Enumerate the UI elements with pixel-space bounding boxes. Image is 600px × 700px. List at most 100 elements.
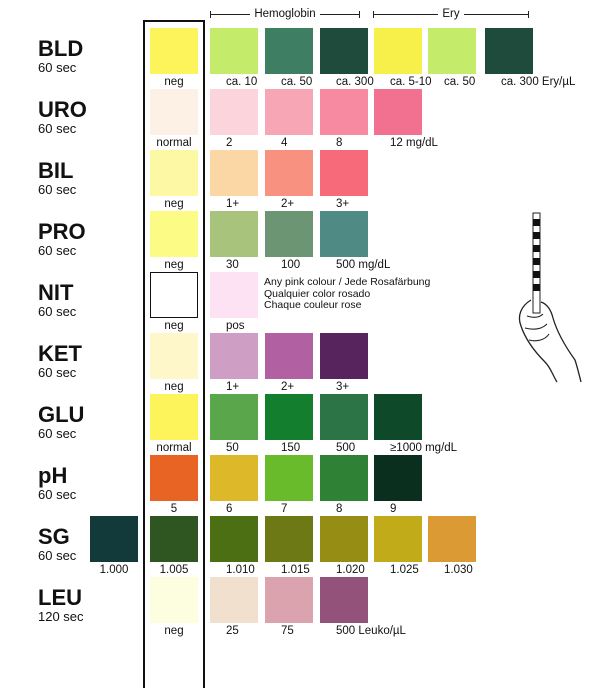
swatch-label: 1.025: [390, 564, 419, 576]
color-swatch: [374, 394, 422, 440]
color-swatch: [265, 333, 313, 379]
test-name: BIL: [38, 158, 74, 183]
swatch-label: normal: [156, 137, 192, 149]
test-time: 60 sec: [38, 426, 77, 441]
color-swatch: [210, 89, 258, 135]
swatch-label: 1.010: [226, 564, 255, 576]
color-swatch: [265, 577, 313, 623]
swatch-label: neg: [164, 259, 184, 271]
test-name: LEU: [38, 585, 82, 610]
test-name: SG: [38, 524, 70, 549]
test-time: 60 sec: [38, 243, 77, 258]
color-swatch: [374, 89, 422, 135]
swatch-label: neg: [164, 320, 184, 332]
swatch-label: ca. 5-10: [390, 76, 432, 88]
test-time: 60 sec: [38, 548, 77, 563]
ery-header: Ery: [373, 8, 529, 20]
color-swatch: [150, 516, 198, 562]
color-swatch: [265, 455, 313, 501]
swatch-label: 1.030: [444, 564, 473, 576]
swatch-label: ca. 50: [444, 76, 476, 88]
swatch-label: neg: [164, 198, 184, 210]
swatch-label: neg: [164, 381, 184, 393]
color-swatch: [210, 272, 258, 318]
color-swatch: [210, 333, 258, 379]
swatch-label: neg: [164, 76, 184, 88]
color-swatch: [320, 28, 368, 74]
swatch-label: 500 mg/dL: [336, 259, 391, 271]
swatch-label: 6: [226, 503, 233, 515]
swatch-label: 2: [226, 137, 233, 149]
color-swatch: [265, 150, 313, 196]
color-swatch: [210, 150, 258, 196]
swatch-label: 4: [281, 137, 288, 149]
color-swatch: [150, 28, 198, 74]
swatch-label: 1.005: [159, 564, 189, 576]
color-swatch: [150, 89, 198, 135]
swatch-label: 5: [170, 503, 178, 515]
swatch-label: 500: [336, 442, 356, 454]
swatch-label: 3+: [336, 381, 350, 393]
test-name: NIT: [38, 280, 74, 305]
swatch-label: 2+: [281, 198, 295, 210]
color-swatch: [265, 516, 313, 562]
test-name: BLD: [38, 36, 84, 61]
color-swatch: [374, 455, 422, 501]
swatch-label: 12 mg/dL: [390, 137, 438, 149]
swatch-label: ≥1000 mg/dL: [390, 442, 458, 454]
test-time: 60 sec: [38, 121, 77, 136]
nit-pink-note: Any pink colour / Jede Rosafärbung Qualq…: [264, 276, 430, 312]
color-swatch: [150, 333, 198, 379]
color-swatch: [320, 211, 368, 257]
ery-header-label: Ery: [442, 8, 460, 20]
swatch-label: neg: [164, 625, 184, 637]
nit-note-line: Chaque couleur rose: [264, 299, 362, 311]
test-time: 60 sec: [38, 60, 77, 75]
test-name: KET: [38, 341, 82, 366]
color-swatch: [210, 577, 258, 623]
reference-column-frame: [143, 20, 205, 688]
color-swatch: [320, 455, 368, 501]
swatch-label: 100: [281, 259, 301, 271]
swatch-label: 75: [281, 625, 294, 637]
swatch-label: 150: [281, 442, 301, 454]
color-swatch: [374, 28, 422, 74]
hand-holding-strip-icon: [518, 212, 582, 383]
hemoglobin-header-label: Hemoglobin: [254, 8, 316, 20]
hemoglobin-header: Hemoglobin: [210, 8, 360, 20]
color-swatch: [210, 211, 258, 257]
swatch-label: ca. 10: [226, 76, 258, 88]
test-time: 60 sec: [38, 487, 77, 502]
color-swatch: [485, 28, 533, 74]
swatch-label: 1.020: [336, 564, 365, 576]
test-name: PRO: [38, 219, 86, 244]
color-swatch: [428, 516, 476, 562]
color-swatch: [265, 394, 313, 440]
test-time: 60 sec: [38, 365, 77, 380]
color-swatch: [320, 150, 368, 196]
color-swatch: [210, 516, 258, 562]
swatch-label: 1.000: [99, 564, 129, 576]
test-time: 60 sec: [38, 304, 77, 319]
test-name: pH: [38, 463, 68, 488]
nit-note-line: Qualquier color rosado: [264, 287, 371, 300]
color-swatch: [210, 28, 258, 74]
swatch-label: 30: [226, 259, 239, 271]
color-swatch: [320, 577, 368, 623]
color-swatch: [150, 272, 198, 318]
swatch-label: normal: [156, 442, 192, 454]
swatch-label: ca. 300 Ery/µL: [501, 76, 576, 88]
swatch-label: 8: [336, 137, 343, 149]
color-swatch: [320, 394, 368, 440]
swatch-label: 2+: [281, 381, 295, 393]
color-swatch: [150, 150, 198, 196]
test-name: GLU: [38, 402, 85, 427]
color-swatch: [150, 211, 198, 257]
color-swatch: [150, 394, 198, 440]
color-swatch: [150, 577, 198, 623]
color-swatch: [265, 89, 313, 135]
color-swatch: [320, 333, 368, 379]
color-swatch: [210, 394, 258, 440]
color-swatch: [90, 516, 138, 562]
swatch-label: 50: [226, 442, 239, 454]
